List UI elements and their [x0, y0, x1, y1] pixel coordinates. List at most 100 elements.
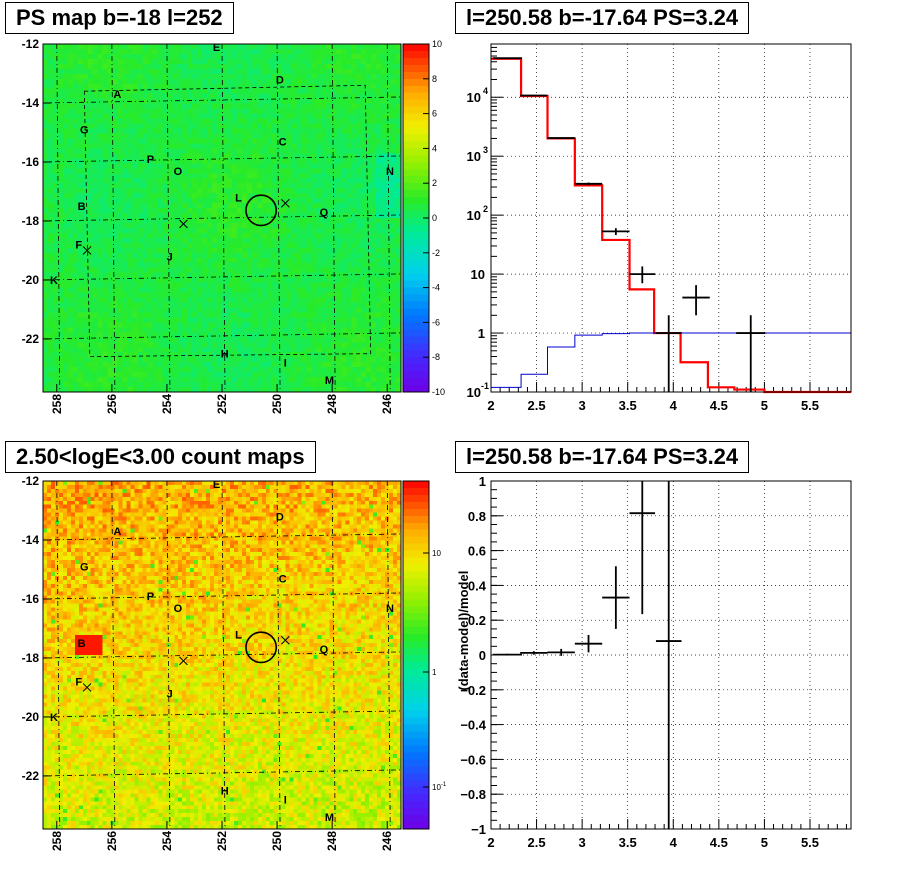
source-cross-marker: [280, 198, 290, 208]
colorbar-tick-label: 4: [432, 143, 437, 153]
y-tick-label: −0.8: [460, 787, 486, 802]
colorbar-tick-label: 0: [432, 213, 437, 223]
y-tick-label: -22: [22, 769, 40, 783]
source-cross-marker: [280, 635, 290, 645]
source-label-M: M: [325, 375, 334, 387]
y-tick-exponent: 2: [483, 204, 488, 214]
count-map-title: 2.50<logE<3.00 count maps: [5, 441, 316, 473]
y-tick-label: 10: [467, 385, 481, 400]
y-tick-exponent: 3: [483, 145, 488, 155]
x-tick-label: 248: [325, 394, 339, 414]
x-tick-label: 4.5: [710, 398, 728, 413]
x-tick-label: 5.5: [801, 835, 819, 850]
y-tick-label: -16: [22, 155, 40, 169]
grid-line-l: [166, 480, 171, 830]
y-tick-label: 0.8: [468, 509, 486, 524]
background-histogram: [491, 332, 851, 388]
x-tick-label: 4.5: [710, 835, 728, 850]
x-tick-label: 246: [380, 831, 394, 851]
colorbar-tick-label: 2: [432, 178, 437, 188]
y-tick-label: 0.6: [468, 544, 486, 559]
y-tick-label: -12: [22, 474, 40, 488]
grid-line-l: [56, 480, 61, 830]
y-tick-label: −0.4: [460, 718, 486, 733]
grid-line-l: [221, 43, 226, 393]
x-tick-label: 2.5: [528, 398, 546, 413]
y-tick-label: -14: [22, 96, 40, 110]
source-label-A: A: [113, 526, 121, 538]
colorbar-tick-label: -8: [432, 352, 440, 362]
source-label-C: C: [279, 136, 287, 148]
source-label-P: P: [147, 154, 154, 166]
y-tick-label: 10: [471, 267, 485, 282]
y-tick-label: 0.4: [468, 578, 487, 593]
ratio-y-axis-label: (data-model)/model: [456, 571, 471, 691]
ratio-panel: 2 2.5 3 3.5 4 4.5 5 5.5 −1 −0.8 −0.6 −0.4 −0.2 0 0.2 0.…: [456, 474, 852, 850]
grid-line-l: [276, 480, 281, 830]
y-tick-label: 1: [479, 474, 486, 489]
source-cross-marker: [179, 219, 188, 229]
y-tick-label: -16: [22, 592, 40, 606]
colorbar-tick-label: -4: [432, 283, 440, 293]
source-label-H: H: [221, 349, 229, 361]
source-label-B: B: [78, 201, 86, 213]
x-tick-label: 258: [50, 831, 64, 851]
x-tick-label: 3.5: [619, 398, 637, 413]
spectrum-title: l=250.58 b=-17.64 PS=3.24: [455, 2, 750, 34]
source-label-F: F: [75, 677, 82, 689]
ps-map-colorbar: [403, 44, 429, 393]
source-label-J: J: [167, 251, 173, 263]
count-map-colorbar-frame: [402, 480, 430, 830]
grid-line-l: [221, 480, 226, 830]
x-tick-label: 2: [487, 398, 494, 413]
y-tick-label: 10: [467, 208, 481, 223]
ps-map-pixels: [43, 44, 402, 393]
x-tick-label: 258: [50, 394, 64, 414]
x-tick-label: 5: [761, 398, 768, 413]
y-tick-label: -20: [22, 710, 40, 724]
map-panels: 258 256 254 252 250 248 246-12-14-16-18-20-221…: [22, 37, 447, 851]
x-tick-label: 3: [579, 398, 586, 413]
y-tick-label: 10: [467, 149, 481, 164]
colorbar-tick-label: 10-1: [432, 782, 447, 792]
source-cross-marker: [82, 246, 92, 255]
source-label-E: E: [213, 479, 220, 491]
y-tick-label: -18: [22, 214, 40, 228]
y-tick-label: -12: [22, 37, 40, 51]
source-label-M: M: [325, 812, 334, 824]
colorbar-tick-label: 6: [432, 109, 437, 119]
y-tick-exponent: 4: [483, 86, 488, 96]
y-tick-label: 0: [479, 648, 486, 663]
y-tick-label: −0.6: [460, 752, 486, 767]
count-map-grid: [42, 480, 402, 830]
x-tick-label: 254: [160, 831, 174, 851]
source-label-D: D: [276, 511, 284, 523]
x-tick-label: 248: [325, 831, 339, 851]
y-tick-label: 1: [478, 326, 485, 341]
source-label-H: H: [221, 786, 229, 798]
ratio-frame: [490, 480, 852, 830]
y-tick-label: −1: [471, 822, 486, 837]
source-label-K: K: [50, 275, 58, 287]
ps-map-title: PS map b=-18 l=252: [5, 2, 234, 34]
x-tick-label: 256: [105, 831, 119, 851]
source-label-O: O: [174, 603, 183, 615]
y-tick-label: −0.2: [460, 683, 486, 698]
x-tick-label: 252: [215, 831, 229, 851]
source-cross-marker: [179, 656, 188, 666]
y-tick-label: -14: [22, 533, 40, 547]
colorbar-tick-label: 10: [432, 39, 442, 49]
y-tick-label: -18: [22, 651, 40, 665]
count-map-colorbar: [403, 481, 429, 830]
x-tick-label: 252: [215, 394, 229, 414]
source-label-K: K: [50, 712, 58, 724]
grid-line-l: [56, 43, 61, 393]
source-label-L: L: [235, 192, 242, 204]
ps-map-region-outline: [83, 84, 372, 358]
grid-line-l: [111, 43, 116, 393]
source-label-Q: Q: [320, 644, 329, 656]
y-tick-label: 0.2: [468, 613, 486, 628]
x-tick-label: 4: [670, 398, 678, 413]
source-label-G: G: [80, 125, 89, 137]
